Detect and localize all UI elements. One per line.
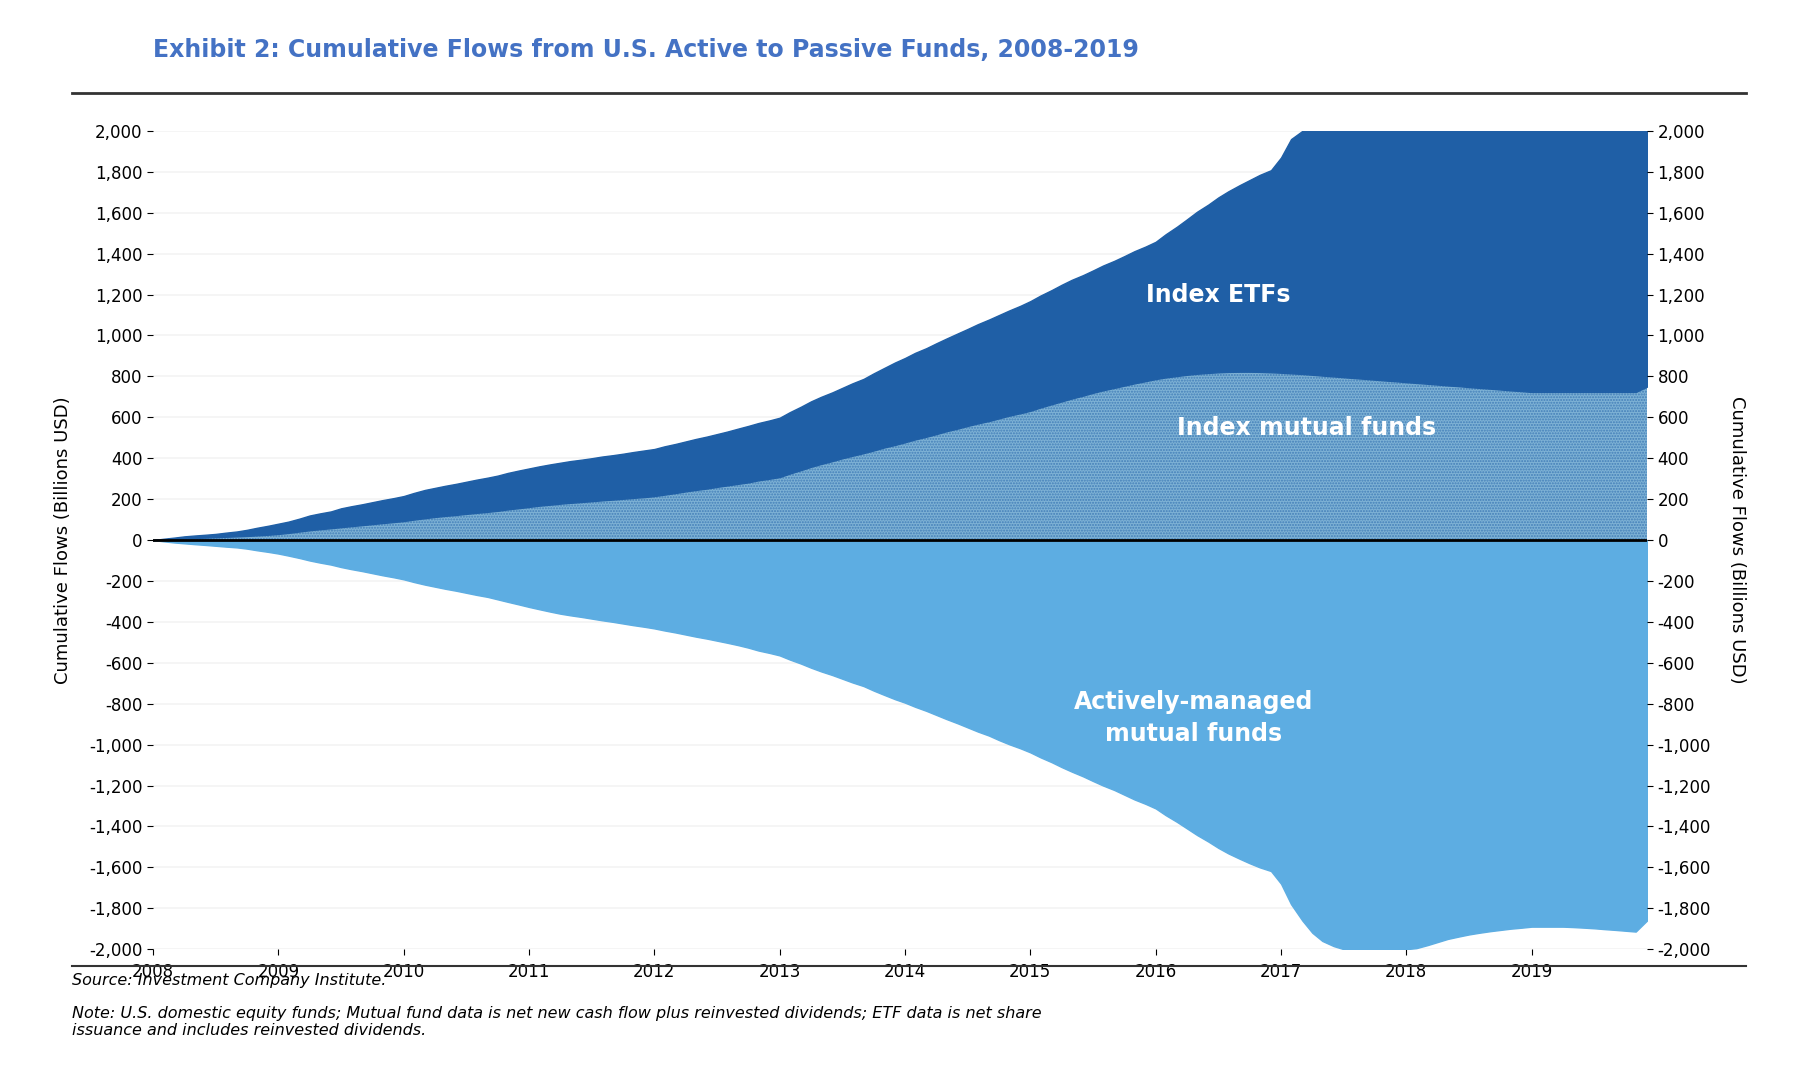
Text: Index ETFs: Index ETFs <box>1147 283 1291 307</box>
Y-axis label: Cumulative Flows (Billions USD): Cumulative Flows (Billions USD) <box>54 396 72 684</box>
Text: Note: U.S. domestic equity funds; Mutual fund data is net new cash flow plus rei: Note: U.S. domestic equity funds; Mutual… <box>72 1006 1042 1039</box>
Y-axis label: Cumulative Flows (Billions USD): Cumulative Flows (Billions USD) <box>1728 396 1746 684</box>
Text: Index mutual funds: Index mutual funds <box>1177 416 1436 440</box>
Text: Source: Investment Company Institute.: Source: Investment Company Institute. <box>72 973 387 988</box>
Text: Actively-managed
mutual funds: Actively-managed mutual funds <box>1073 691 1312 746</box>
Text: Exhibit 2: Cumulative Flows from U.S. Active to Passive Funds, 2008-2019: Exhibit 2: Cumulative Flows from U.S. Ac… <box>153 38 1139 62</box>
